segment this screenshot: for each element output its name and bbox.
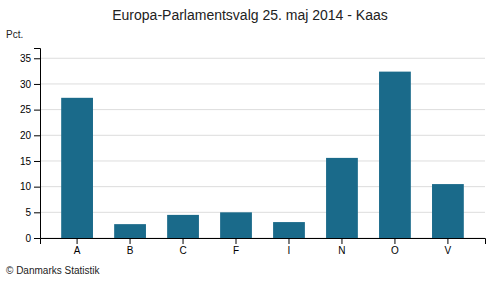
- x-tick-mark: [183, 238, 184, 244]
- x-tick: F: [233, 238, 239, 256]
- y-tick-label: 35: [20, 53, 32, 64]
- plot: 0 5 10 15 20 25 30 35 A B C F I N O V: [20, 49, 486, 257]
- x-tick-label: A: [74, 245, 81, 256]
- x-tick-mark: [77, 238, 78, 244]
- grid-line: [40, 186, 485, 187]
- y-tick-mark: [34, 58, 40, 59]
- x-tick: C: [179, 238, 186, 256]
- bar: [326, 158, 358, 238]
- title: Europa-Parlamentsvalg 25. maj 2014 - Kaa…: [112, 7, 387, 23]
- x-tick-label: F: [233, 245, 239, 256]
- x-tick-label: N: [338, 245, 345, 256]
- y-tick-label: 15: [20, 156, 32, 167]
- x-tick-mark: [341, 238, 342, 244]
- y-tick: 35: [20, 53, 40, 64]
- y-tick-mark: [34, 84, 40, 85]
- bar: [220, 212, 252, 238]
- x-tick: O: [391, 238, 399, 256]
- chart: Europa-Parlamentsvalg 25. maj 2014 - Kaa…: [0, 0, 500, 282]
- y-tick: 20: [20, 130, 40, 141]
- y-tick: 0: [25, 233, 40, 244]
- y-axis-label: Pct.: [6, 29, 23, 40]
- grid-line: [40, 109, 485, 110]
- x-tick-mark: [394, 238, 395, 244]
- grid-line: [40, 58, 485, 59]
- bar: [379, 72, 411, 238]
- y-tick: 25: [20, 104, 40, 115]
- y-tick-mark: [34, 212, 40, 213]
- bar: [273, 222, 305, 238]
- y-tick-mark: [34, 161, 40, 162]
- x-tick-label: V: [445, 245, 452, 256]
- bar: [114, 224, 146, 238]
- y-axis: 0 5 10 15 20 25 30 35: [20, 49, 41, 244]
- bars: [61, 72, 464, 238]
- grid-line: [40, 212, 485, 213]
- y-tick-label: 30: [20, 79, 32, 90]
- grid-line: [40, 83, 485, 84]
- y-tick: 10: [20, 181, 40, 192]
- x-tick-label: I: [288, 245, 291, 256]
- x-tick: I: [288, 238, 291, 256]
- x-tick-mark: [447, 238, 448, 244]
- x-tick: A: [74, 238, 81, 256]
- bar: [61, 98, 93, 238]
- y-tick-label: 20: [20, 130, 32, 141]
- y-tick-mark: [34, 110, 40, 111]
- y-tick-label: 5: [25, 207, 31, 218]
- y-tick-label: 25: [20, 104, 32, 115]
- footer: © Danmarks Statistik: [6, 265, 101, 276]
- y-tick: 30: [20, 79, 40, 90]
- y-axis-line: [34, 49, 41, 239]
- y-tick-label: 0: [25, 233, 31, 244]
- x-tick-mark: [130, 238, 131, 244]
- y-tick-mark: [34, 135, 40, 136]
- y-tick-label: 10: [20, 181, 32, 192]
- x-tick-mark: [288, 238, 289, 244]
- y-tick: 15: [20, 156, 40, 167]
- y-tick-mark: [34, 238, 40, 239]
- grid-line: [40, 135, 485, 136]
- bar: [167, 215, 199, 238]
- bar: [432, 184, 464, 238]
- x-tick: N: [338, 238, 345, 256]
- x-tick: B: [127, 238, 134, 256]
- x-tick: V: [445, 238, 452, 256]
- x-tick-label: B: [127, 245, 134, 256]
- x-tick-label: O: [391, 245, 399, 256]
- grid-line: [40, 160, 485, 161]
- x-tick-label: C: [179, 245, 186, 256]
- x-axis-line: [41, 239, 486, 245]
- x-tick-mark: [236, 238, 237, 244]
- y-tick: 5: [25, 207, 40, 218]
- grid: [40, 58, 485, 238]
- x-axis: ABCFINOV: [41, 238, 486, 256]
- y-tick-mark: [34, 187, 40, 188]
